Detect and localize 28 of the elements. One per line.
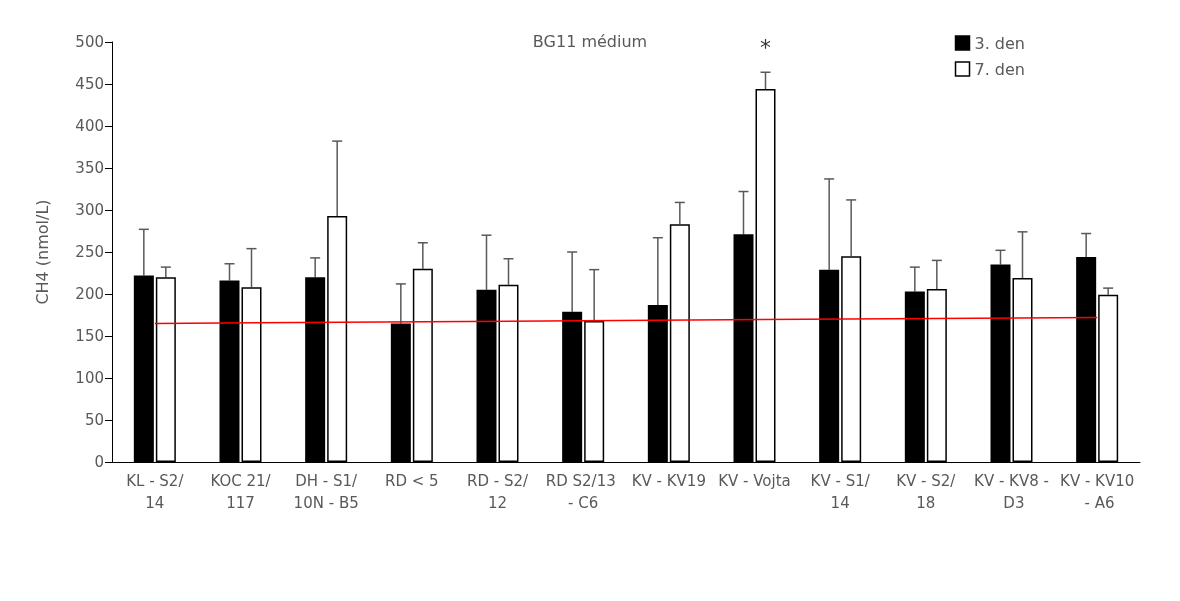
chart-title: BG11 médium bbox=[532, 31, 648, 51]
y-tick-label: 100 bbox=[75, 369, 104, 387]
y-tick-label: 350 bbox=[75, 159, 104, 177]
y-tick-label: 400 bbox=[75, 117, 104, 135]
x-tick-label: KV - Vojta bbox=[718, 472, 791, 490]
x-tick-label: KV - KV10 - A6 bbox=[1060, 472, 1135, 512]
x-tick-label: KV - S2/18 bbox=[896, 472, 957, 512]
x-tick-label: KV - KV8 - D3 bbox=[974, 472, 1049, 512]
x-tick-label: KOC 21/117 bbox=[210, 472, 272, 512]
x-tick-label: DH - S1/10N - B5 bbox=[293, 472, 359, 512]
x-tick-label: RD < 5 bbox=[385, 472, 439, 490]
y-tick-label: 450 bbox=[75, 75, 104, 93]
annotation: * bbox=[760, 34, 771, 60]
legend-label: 3. den bbox=[974, 33, 1026, 53]
y-tick-label: 200 bbox=[75, 285, 104, 303]
x-tick-label: KL - S2/14 bbox=[126, 472, 185, 512]
y-tick-label: 50 bbox=[84, 411, 104, 429]
legend-label: 7. den bbox=[974, 59, 1026, 79]
y-tick-label: 250 bbox=[75, 243, 104, 261]
x-tick-label: RD - S2/12 bbox=[466, 472, 529, 512]
y-tick-label: 150 bbox=[75, 327, 104, 345]
x-tick-label: KV - KV19 bbox=[631, 472, 706, 490]
y-axis-title: CH4 (nmol/L) bbox=[32, 199, 52, 305]
y-tick-label: 300 bbox=[75, 201, 104, 219]
x-tick-label: RD S2/13 - C6 bbox=[545, 472, 621, 512]
y-tick-label: 500 bbox=[75, 33, 104, 51]
x-tick-label: KV - S1/14 bbox=[810, 472, 871, 512]
y-tick-label: 0 bbox=[94, 453, 104, 471]
